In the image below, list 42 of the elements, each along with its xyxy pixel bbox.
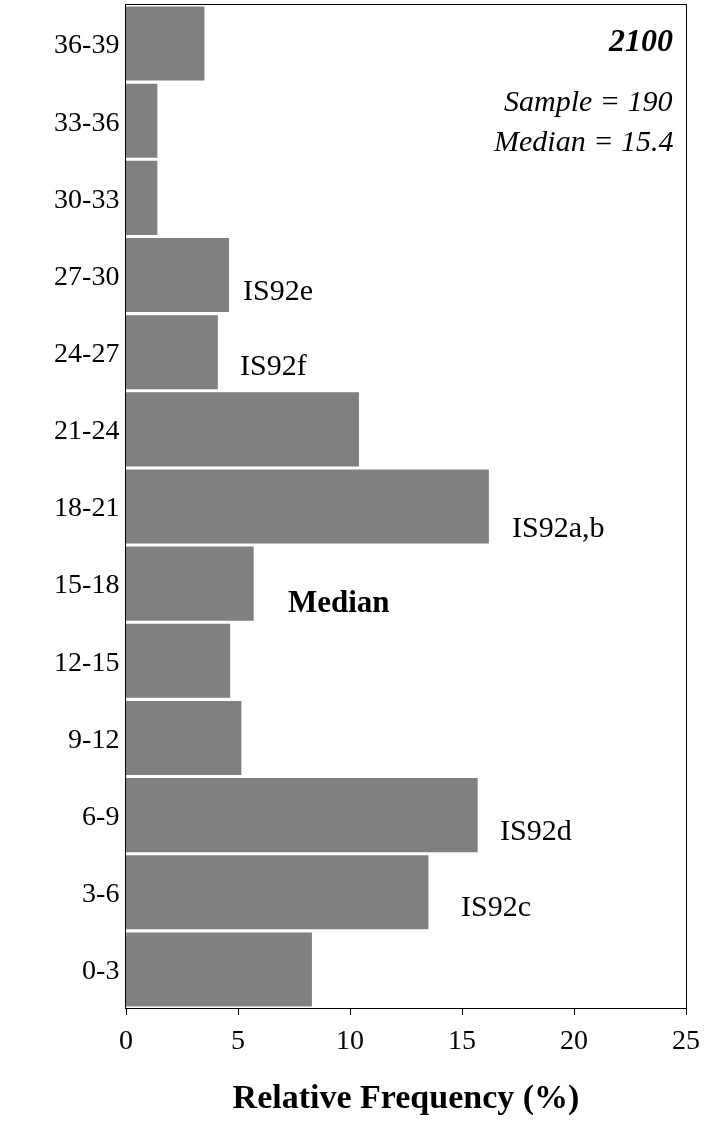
bar — [126, 932, 312, 1007]
annotation: Median = 15.4 — [493, 124, 674, 157]
bar — [126, 238, 230, 313]
x-tick-label: 20 — [560, 1023, 588, 1055]
y-tick-label: 3-6 — [82, 877, 120, 909]
y-tick-label: 33-36 — [54, 105, 120, 137]
bar — [126, 546, 254, 621]
bar — [126, 855, 429, 930]
x-axis-title: Relative Frequency (%) — [232, 1077, 580, 1116]
y-tick-label: 27-30 — [54, 259, 120, 291]
x-tick-label: 10 — [336, 1023, 364, 1055]
y-tick-label: 15-18 — [54, 568, 120, 600]
text: 2100 — [608, 22, 673, 58]
annotation: IS92d — [500, 813, 572, 846]
annotation: Sample = 190 — [504, 84, 673, 117]
y-tick-label: 30-33 — [54, 182, 120, 214]
bar — [126, 315, 218, 390]
y-tick-label: 12-15 — [54, 645, 120, 677]
bar — [126, 160, 158, 235]
x-tick-label: 5 — [231, 1023, 245, 1055]
y-tick-label: 21-24 — [54, 414, 120, 446]
y-tick-label: 6-9 — [82, 799, 120, 831]
bar — [126, 700, 242, 775]
y-tick-label: 24-27 — [54, 336, 120, 368]
annotation: IS92f — [240, 348, 307, 381]
annotation: IS92c — [461, 889, 531, 922]
annotation: Median — [288, 584, 390, 619]
bar — [126, 6, 205, 81]
bar — [126, 778, 478, 853]
x-tick-label: 25 — [672, 1023, 700, 1055]
x-tick-label: 15 — [448, 1023, 476, 1055]
annotation: IS92e — [243, 273, 313, 306]
bar — [126, 392, 359, 467]
annotation: IS92a,b — [512, 510, 605, 543]
y-tick-label: 0-3 — [82, 954, 120, 986]
bar — [126, 623, 231, 698]
y-tick-label: 36-39 — [54, 28, 120, 60]
y-tick-label: 9-12 — [68, 722, 120, 754]
bar — [126, 83, 158, 158]
y-tick-label: 18-21 — [54, 491, 120, 523]
x-tick-label: 0 — [119, 1023, 133, 1055]
bar — [126, 469, 489, 544]
